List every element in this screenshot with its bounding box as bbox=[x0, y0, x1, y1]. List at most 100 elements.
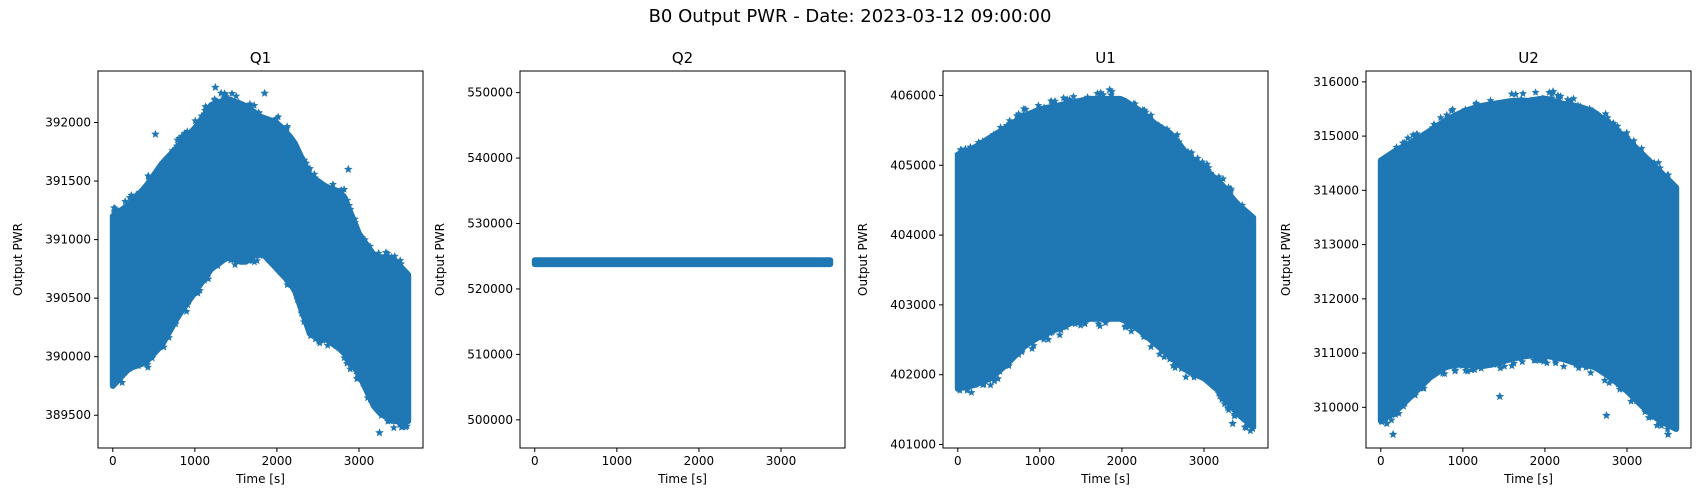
data-point bbox=[1127, 327, 1136, 335]
data-point bbox=[345, 201, 354, 209]
data-point bbox=[1547, 93, 1556, 102]
data-point bbox=[1093, 89, 1102, 97]
y-axis-label: Output PWR bbox=[1279, 223, 1293, 296]
y-tick-label: 391500 bbox=[45, 174, 91, 188]
data-point bbox=[343, 196, 352, 204]
data-point bbox=[1081, 319, 1089, 328]
data-point bbox=[1077, 316, 1086, 325]
data-point bbox=[118, 378, 127, 386]
data-point bbox=[1154, 121, 1163, 129]
data-point bbox=[374, 249, 383, 257]
point-cloud bbox=[1377, 95, 1680, 432]
data-point bbox=[1028, 344, 1037, 352]
data-point bbox=[1246, 426, 1255, 435]
scatter-series bbox=[1377, 87, 1680, 439]
data-point bbox=[350, 215, 359, 223]
y-tick-label: 540000 bbox=[467, 151, 513, 165]
data-point bbox=[1576, 102, 1585, 110]
data-point bbox=[1138, 105, 1147, 114]
x-axis-label: Time [s] bbox=[235, 472, 285, 486]
data-point bbox=[397, 422, 406, 431]
data-point bbox=[226, 256, 235, 264]
data-point bbox=[1059, 93, 1068, 102]
data-point bbox=[961, 144, 970, 153]
data-point bbox=[1187, 148, 1196, 157]
data-point bbox=[1650, 158, 1659, 167]
data-point bbox=[1656, 163, 1664, 172]
data-point bbox=[1467, 365, 1476, 374]
data-point bbox=[1238, 201, 1247, 209]
data-point bbox=[1076, 321, 1085, 329]
data-point bbox=[234, 98, 243, 107]
data-point bbox=[954, 150, 962, 158]
x-tick-label: 1000 bbox=[1448, 454, 1479, 468]
data-point bbox=[293, 295, 302, 304]
axes-frame bbox=[519, 70, 846, 449]
y-tick-label: 500000 bbox=[467, 413, 513, 427]
x-tick-label: 1000 bbox=[180, 454, 211, 468]
y-tick-label: 401000 bbox=[890, 438, 936, 452]
data-point bbox=[1657, 421, 1666, 430]
data-point bbox=[1230, 410, 1239, 418]
data-point bbox=[1165, 355, 1174, 363]
data-point bbox=[306, 331, 315, 340]
data-point bbox=[1387, 415, 1396, 424]
data-point bbox=[1095, 321, 1104, 330]
panel-u2: 0 1000 2000 3000 310000 311000 312000 313000 314… bbox=[1279, 49, 1692, 486]
data-point bbox=[323, 341, 332, 349]
subplot-title: U2 bbox=[1518, 49, 1539, 67]
x-tick-label: 1000 bbox=[1025, 454, 1056, 468]
data-point bbox=[1035, 333, 1044, 341]
data-point bbox=[232, 91, 241, 100]
data-point bbox=[1508, 361, 1516, 370]
panel-u1: 0 1000 2000 3000 401000 402000 403000 404000 405… bbox=[856, 49, 1269, 486]
data-point bbox=[1223, 403, 1232, 412]
panel-q1: 0 1000 2000 3000 389500 390000 390500 391000 391… bbox=[11, 49, 424, 486]
data-point bbox=[1614, 379, 1623, 388]
data-point bbox=[1514, 354, 1523, 362]
data-point bbox=[377, 411, 386, 419]
x-tick-label: 2000 bbox=[1530, 454, 1561, 468]
subplot-title: Q2 bbox=[672, 49, 693, 67]
y-tick-label: 389500 bbox=[45, 408, 91, 422]
data-point bbox=[1574, 363, 1583, 372]
data-point bbox=[389, 423, 398, 432]
data-point bbox=[370, 251, 379, 259]
data-point bbox=[360, 235, 369, 244]
x-tick-label: 1000 bbox=[602, 454, 633, 468]
data-point bbox=[1240, 422, 1250, 431]
data-point bbox=[978, 380, 987, 389]
data-point bbox=[1472, 99, 1481, 107]
data-point bbox=[1403, 133, 1412, 142]
y-tick-label: 550000 bbox=[467, 86, 513, 100]
data-point bbox=[1551, 358, 1560, 367]
data-point bbox=[1451, 365, 1460, 374]
data-point bbox=[955, 386, 964, 394]
data-point bbox=[1029, 341, 1038, 349]
data-point bbox=[1530, 356, 1539, 364]
data-point bbox=[1204, 163, 1213, 172]
data-point bbox=[173, 135, 182, 144]
data-point bbox=[337, 186, 346, 194]
data-point bbox=[1147, 342, 1155, 351]
data-point bbox=[1563, 95, 1572, 103]
data-point bbox=[989, 130, 998, 138]
data-point bbox=[283, 122, 292, 130]
data-point bbox=[216, 88, 226, 97]
data-point bbox=[231, 260, 239, 269]
data-point bbox=[1005, 116, 1014, 125]
data-point bbox=[1654, 158, 1663, 166]
data-point bbox=[1627, 397, 1636, 405]
data-point bbox=[310, 170, 319, 178]
data-point bbox=[201, 106, 210, 114]
data-point bbox=[1605, 378, 1614, 387]
data-point bbox=[168, 146, 177, 155]
data-point bbox=[1231, 198, 1240, 206]
data-point bbox=[994, 374, 1002, 383]
data-point bbox=[1394, 409, 1403, 417]
data-point bbox=[1613, 122, 1622, 130]
data-point bbox=[1458, 361, 1467, 370]
y-tick-label: 390500 bbox=[45, 291, 91, 305]
x-tick-label: 0 bbox=[109, 454, 117, 468]
data-point bbox=[183, 300, 192, 309]
